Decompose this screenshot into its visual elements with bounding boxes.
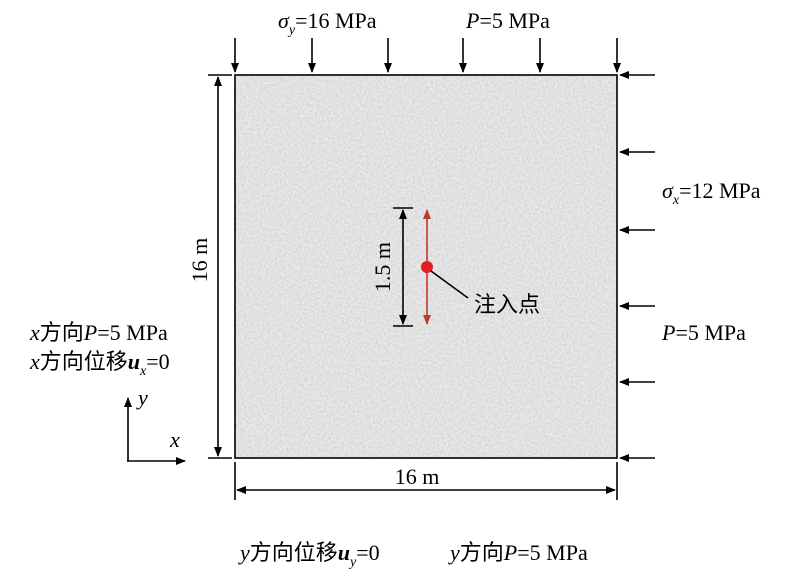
subscript: y bbox=[348, 555, 357, 570]
symbol: P bbox=[503, 540, 517, 565]
text: 方向位移 bbox=[40, 349, 128, 374]
right-load-arrows bbox=[619, 71, 655, 462]
axis: y bbox=[238, 540, 250, 565]
value: =5 MPa bbox=[675, 320, 746, 345]
symbol: P bbox=[83, 320, 97, 345]
axis: x bbox=[29, 349, 40, 374]
value: =5 MPa bbox=[517, 540, 588, 565]
bottom-displacement-label: y方向位移uy=0 bbox=[238, 540, 380, 570]
symbol: P bbox=[661, 320, 675, 345]
value: =12 MPa bbox=[679, 178, 761, 203]
subscript: y bbox=[287, 23, 296, 38]
crack bbox=[421, 209, 433, 325]
symbol: σ bbox=[662, 178, 674, 203]
crack-label: 1.5 m bbox=[370, 242, 395, 292]
axis: y bbox=[448, 540, 460, 565]
top-load-arrows bbox=[231, 38, 621, 73]
axis: x bbox=[29, 320, 40, 345]
value: =0 bbox=[356, 540, 379, 565]
value: =16 MPa bbox=[295, 8, 377, 33]
value: =5 MPa bbox=[97, 320, 168, 345]
height-dimension bbox=[208, 74, 232, 459]
top-pressure-label: P=5 MPa bbox=[465, 8, 550, 33]
symbol: u bbox=[338, 540, 350, 565]
y-axis-label: y bbox=[136, 385, 148, 410]
left-displacement-label: x方向位移ux=0 bbox=[29, 349, 170, 379]
text: 方向 bbox=[460, 540, 504, 565]
value: =0 bbox=[146, 349, 169, 374]
symbol: u bbox=[128, 349, 140, 374]
subscript: x bbox=[139, 364, 147, 379]
bottom-pressure-label: y方向P=5 MPa bbox=[448, 540, 588, 565]
text: 方向 bbox=[40, 320, 84, 345]
height-label: 16 m bbox=[187, 238, 212, 283]
subscript: x bbox=[672, 193, 680, 208]
top-sigma-label: σy=16 MPa bbox=[278, 8, 377, 38]
symbol: σ bbox=[278, 8, 290, 33]
crack-dimension bbox=[393, 207, 413, 327]
symbol: P bbox=[465, 8, 479, 33]
right-sigma-label: σx=12 MPa bbox=[662, 178, 761, 208]
width-label: 16 m bbox=[395, 464, 440, 489]
width-dimension bbox=[234, 462, 618, 500]
text: 方向位移 bbox=[250, 540, 338, 565]
x-axis-label: x bbox=[169, 427, 180, 452]
coordinate-axes bbox=[124, 397, 186, 465]
leader-line bbox=[430, 270, 469, 299]
value: =5 MPa bbox=[479, 8, 550, 33]
right-pressure-label: P=5 MPa bbox=[661, 320, 746, 345]
injection-label: 注入点 bbox=[474, 292, 540, 317]
left-pressure-label: x方向P=5 MPa bbox=[29, 320, 168, 345]
